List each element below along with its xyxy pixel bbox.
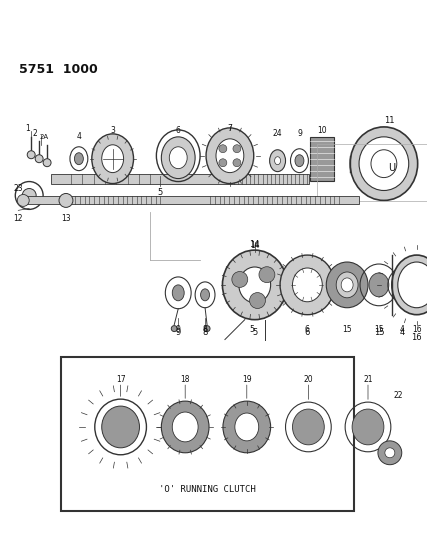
Text: 7: 7 xyxy=(227,124,232,133)
Circle shape xyxy=(17,195,29,206)
Ellipse shape xyxy=(235,413,259,441)
Text: 11: 11 xyxy=(383,116,394,125)
Ellipse shape xyxy=(275,157,281,165)
Text: 5: 5 xyxy=(158,188,163,197)
Bar xyxy=(317,144,427,201)
Circle shape xyxy=(27,151,35,159)
Bar xyxy=(21,197,359,205)
Text: 5: 5 xyxy=(250,325,254,334)
Text: 24: 24 xyxy=(273,130,282,139)
Ellipse shape xyxy=(280,255,335,314)
Text: 5: 5 xyxy=(252,328,257,337)
Bar xyxy=(61,358,354,511)
Text: 4: 4 xyxy=(399,325,404,334)
Text: 18: 18 xyxy=(181,375,190,384)
Ellipse shape xyxy=(172,285,184,301)
Ellipse shape xyxy=(216,139,244,173)
Circle shape xyxy=(35,155,43,163)
Ellipse shape xyxy=(270,150,285,172)
Text: 8: 8 xyxy=(202,328,208,337)
Text: 15: 15 xyxy=(374,328,384,337)
Ellipse shape xyxy=(169,147,187,168)
Text: 19: 19 xyxy=(242,375,252,384)
Circle shape xyxy=(204,326,210,332)
Text: 20: 20 xyxy=(303,375,313,384)
Ellipse shape xyxy=(350,127,418,200)
Text: 21: 21 xyxy=(363,375,373,384)
Ellipse shape xyxy=(74,153,83,165)
Text: 16: 16 xyxy=(411,333,422,342)
Ellipse shape xyxy=(206,128,254,183)
Text: 'O' RUNNING CLUTCH: 'O' RUNNING CLUTCH xyxy=(159,485,256,494)
Bar xyxy=(51,174,309,183)
Ellipse shape xyxy=(292,268,322,302)
Text: 13: 13 xyxy=(61,214,71,223)
Text: 9: 9 xyxy=(175,328,181,337)
Ellipse shape xyxy=(341,278,353,292)
Text: 16: 16 xyxy=(412,325,422,334)
Ellipse shape xyxy=(336,272,358,298)
Circle shape xyxy=(250,293,265,309)
Text: 5751  1000: 5751 1000 xyxy=(19,63,98,76)
Ellipse shape xyxy=(239,267,270,303)
Text: 22: 22 xyxy=(393,391,403,400)
Ellipse shape xyxy=(172,412,198,442)
Text: 15: 15 xyxy=(374,325,384,334)
Text: 14: 14 xyxy=(250,240,259,249)
Ellipse shape xyxy=(392,255,428,314)
Ellipse shape xyxy=(292,409,324,445)
Ellipse shape xyxy=(359,137,409,190)
Text: 17: 17 xyxy=(116,375,125,384)
Circle shape xyxy=(233,145,241,152)
Ellipse shape xyxy=(102,145,124,173)
Ellipse shape xyxy=(396,278,408,292)
Circle shape xyxy=(385,448,395,458)
Text: 23: 23 xyxy=(13,184,23,193)
Ellipse shape xyxy=(161,401,209,453)
Circle shape xyxy=(233,159,241,167)
Circle shape xyxy=(219,159,227,167)
Ellipse shape xyxy=(223,250,287,320)
Text: 4: 4 xyxy=(399,328,404,337)
Ellipse shape xyxy=(398,262,428,308)
Text: 10: 10 xyxy=(318,126,327,135)
Text: 6: 6 xyxy=(176,126,181,135)
Circle shape xyxy=(22,189,36,203)
Ellipse shape xyxy=(369,273,389,297)
Text: 8: 8 xyxy=(203,325,208,334)
Text: 2A: 2A xyxy=(39,134,49,140)
Ellipse shape xyxy=(352,409,384,445)
Ellipse shape xyxy=(92,134,134,183)
Circle shape xyxy=(59,193,73,207)
Text: 14: 14 xyxy=(250,240,260,249)
Circle shape xyxy=(43,159,51,167)
Text: 6: 6 xyxy=(305,325,310,334)
Bar xyxy=(310,137,334,181)
Text: 1: 1 xyxy=(25,124,30,133)
Text: 9: 9 xyxy=(297,130,302,139)
Circle shape xyxy=(259,266,275,282)
Text: 4: 4 xyxy=(77,132,81,141)
Ellipse shape xyxy=(295,155,304,167)
Circle shape xyxy=(219,145,227,152)
Ellipse shape xyxy=(326,262,368,308)
Circle shape xyxy=(171,326,177,332)
Circle shape xyxy=(378,441,402,465)
Text: 12: 12 xyxy=(14,214,23,223)
Text: 15: 15 xyxy=(342,325,352,334)
Ellipse shape xyxy=(161,137,195,179)
Text: 6: 6 xyxy=(305,328,310,337)
Text: U: U xyxy=(388,163,395,173)
Ellipse shape xyxy=(223,401,270,453)
Ellipse shape xyxy=(201,289,210,301)
Text: 3: 3 xyxy=(110,126,115,135)
Circle shape xyxy=(232,271,248,287)
Text: 9: 9 xyxy=(176,325,181,334)
Text: 2: 2 xyxy=(33,130,38,139)
Ellipse shape xyxy=(102,406,140,448)
